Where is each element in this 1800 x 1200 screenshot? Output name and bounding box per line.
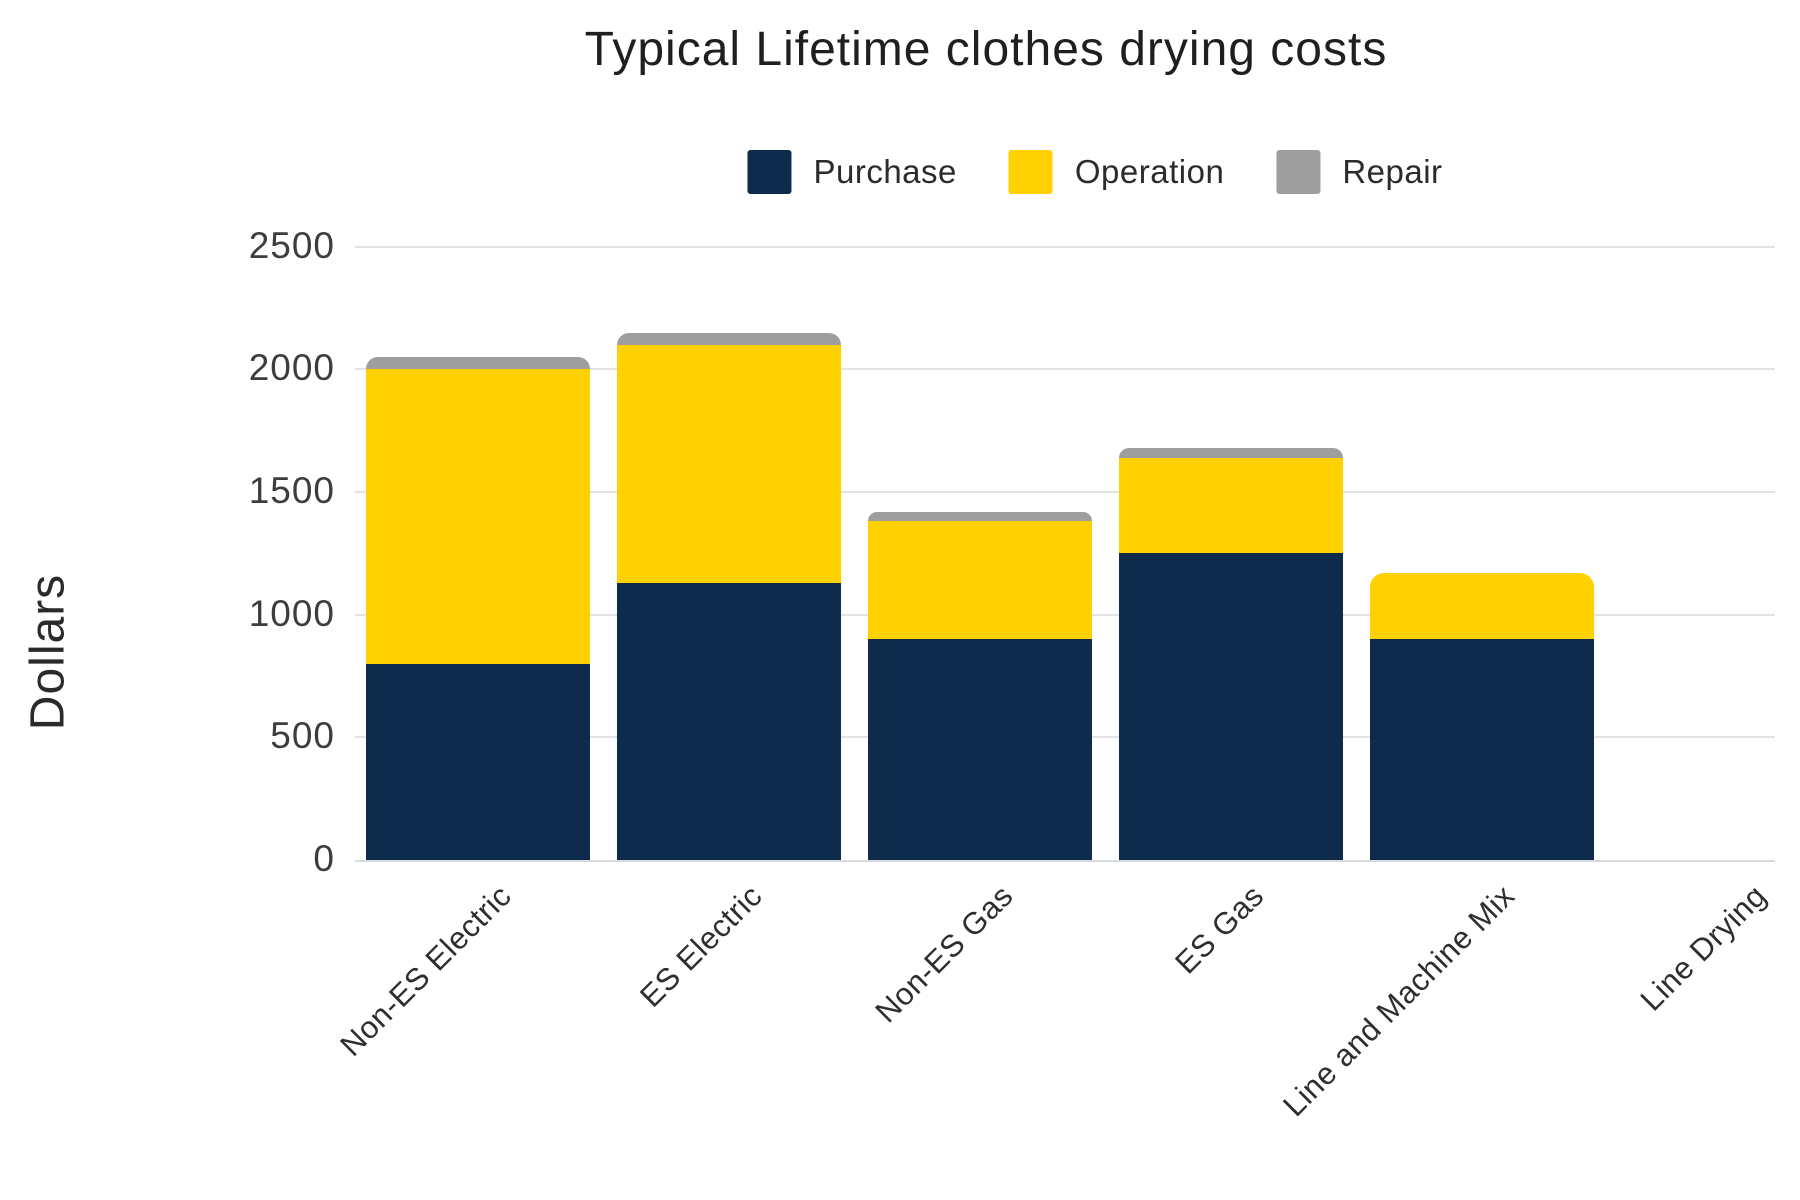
y-tick-label-0: 0	[313, 838, 335, 879]
bar-segment-purchase-es-gas	[1119, 553, 1343, 860]
gridline-1500	[355, 491, 1775, 493]
legend-item-operation: Operation	[1008, 150, 1225, 194]
legend-label-purchase: Purchase	[813, 153, 957, 190]
bar-segment-operation-es-gas	[1119, 457, 1343, 554]
legend: Purchase Operation Repair	[747, 150, 1442, 194]
bar-segment-purchase-es-electric	[617, 582, 841, 860]
y-tick-label-2500: 2500	[248, 224, 335, 266]
bar-segment-operation-line-and-machine-mix	[1370, 572, 1594, 640]
gridline-2000	[355, 368, 1775, 371]
bar-segment-purchase-line-and-machine-mix	[1370, 639, 1594, 860]
legend-item-repair: Repair	[1276, 150, 1442, 194]
y-tick-label-1000: 1000	[248, 592, 335, 634]
legend-label-operation: Operation	[1074, 153, 1225, 190]
chart-title: Typical Lifetime clothes drying costs	[584, 23, 1388, 76]
x-axis-label-non-es-gas: Non-ES Gas	[868, 878, 1020, 1030]
legend-swatch-purchase	[747, 150, 792, 194]
y-tick-label-2000: 2000	[248, 347, 335, 389]
legend-swatch-repair	[1276, 150, 1321, 194]
bar-segment-operation-es-electric	[617, 344, 841, 583]
x-axis-label-line-and-machine-mix: Line and Machine Mix	[1276, 878, 1522, 1124]
legend-label-repair: Repair	[1342, 153, 1443, 190]
bar-segment-repair-es-electric	[617, 332, 841, 345]
y-axis-title: Dollars	[21, 573, 75, 731]
bar-segment-operation-non-es-gas	[868, 521, 1092, 640]
bar-segment-operation-non-es-electric	[366, 369, 590, 664]
legend-item-purchase: Purchase	[747, 150, 956, 194]
bar-segment-purchase-non-es-electric	[366, 663, 590, 860]
gridline-2500	[355, 245, 1775, 248]
x-axis-line	[355, 860, 1775, 862]
bar-segment-repair-non-es-gas	[868, 511, 1092, 522]
legend-swatch-operation	[1008, 150, 1053, 194]
y-tick-label-500: 500	[270, 715, 335, 757]
bar-segment-repair-non-es-electric	[366, 357, 590, 370]
x-axis-label-line-drying: Line Drying	[1633, 878, 1773, 1018]
bar-segment-repair-es-gas	[1119, 447, 1343, 458]
x-axis-label-es-gas: ES Gas	[1168, 878, 1271, 981]
y-tick-label-1500: 1500	[248, 470, 335, 511]
x-axis-label-non-es-electric: Non-ES Electric	[332, 878, 518, 1063]
bar-segment-purchase-non-es-gas	[868, 639, 1092, 860]
x-axis-label-es-electric: ES Electric	[632, 878, 769, 1014]
